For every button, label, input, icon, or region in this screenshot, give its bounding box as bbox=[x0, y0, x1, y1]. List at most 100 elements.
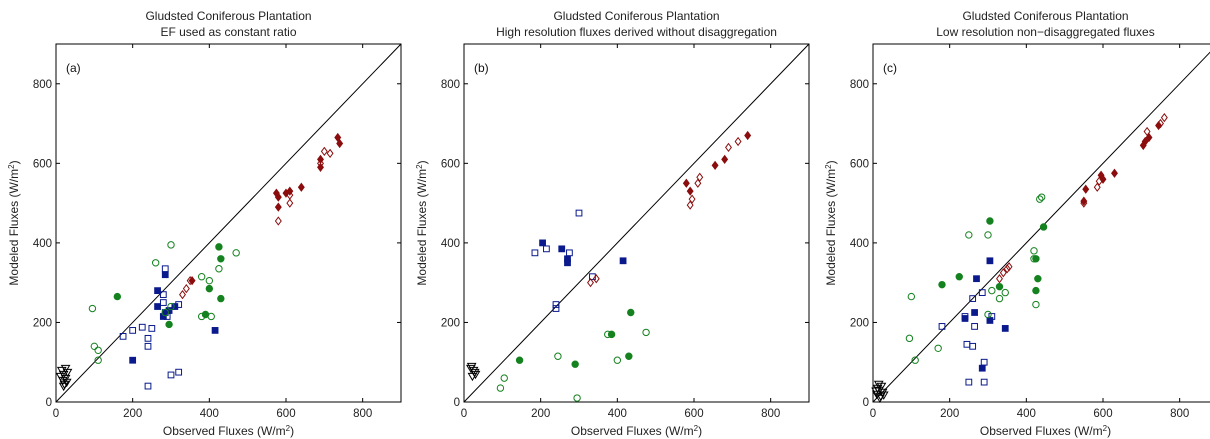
data-point-circle-filled-green bbox=[515, 356, 524, 364]
data-point-square-open-blue bbox=[971, 323, 978, 330]
x-tick-label: 0 bbox=[870, 408, 876, 420]
data-point-circle-filled-green bbox=[955, 273, 963, 281]
panel-title: Gludsted Coniferous Plantation bbox=[553, 9, 719, 23]
data-point-diamond-open-red bbox=[734, 136, 742, 147]
y-tick-label: 0 bbox=[46, 397, 52, 409]
data-point-diamond-open-red bbox=[1143, 126, 1151, 137]
plot-frame bbox=[872, 43, 1210, 403]
data-point-square-open-blue bbox=[575, 209, 583, 217]
data-point-diamond-open-red bbox=[1005, 262, 1013, 272]
data-point-diamond-open-red bbox=[686, 200, 694, 210]
y-tick-label: 200 bbox=[850, 317, 869, 329]
data-point-diamond-filled-red bbox=[686, 186, 694, 196]
data-point-square-filled-blue bbox=[961, 315, 969, 322]
data-point-diamond-open-red bbox=[694, 178, 702, 188]
y-tick-label: 800 bbox=[33, 79, 52, 91]
data-point-square-open-blue bbox=[980, 358, 988, 366]
data-point-square-open-blue bbox=[129, 327, 137, 334]
panel-a: Gludsted Coniferous Plantation EF used a… bbox=[7, 9, 402, 438]
data-point-triangle-open-black bbox=[58, 376, 68, 386]
data-point-square-filled-blue bbox=[978, 364, 986, 372]
data-point-diamond-open-red bbox=[1160, 112, 1168, 123]
panel-subtitle: Low resolution non−disaggregated fluxes bbox=[936, 25, 1154, 39]
data-point-triangle-open-black bbox=[469, 368, 480, 378]
data-point-diamond-filled-red bbox=[274, 192, 282, 202]
y-tick-label: 600 bbox=[850, 158, 869, 170]
data-point-diamond-filled-red bbox=[711, 160, 719, 170]
data-point-triangle-open-black bbox=[467, 372, 478, 382]
one-to-one-line bbox=[872, 51, 1210, 403]
data-point-triangle-open-black bbox=[61, 378, 72, 388]
x-tick-label: 600 bbox=[276, 408, 295, 420]
data-point-square-open-blue bbox=[167, 371, 175, 379]
data-point-circle-open-green bbox=[215, 265, 223, 273]
data-point-square-filled-blue bbox=[161, 271, 169, 279]
y-tick-label: 400 bbox=[441, 238, 460, 250]
data-point-circle-open-green bbox=[232, 249, 240, 257]
data-point-square-filled-blue bbox=[171, 303, 179, 310]
data-point-diamond-filled-red bbox=[1099, 174, 1107, 184]
data-point-square-filled-blue bbox=[986, 317, 994, 324]
data-point-circle-filled-green bbox=[938, 280, 946, 289]
panel-title: Gludsted Coniferous Plantation bbox=[962, 9, 1128, 23]
data-point-triangle-open-black bbox=[875, 394, 885, 404]
data-point-circle-filled-green bbox=[995, 282, 1004, 291]
data-point-circle-open-green bbox=[988, 286, 996, 295]
data-point-diamond-filled-red bbox=[297, 182, 305, 192]
data-point-triangle-open-black bbox=[871, 387, 881, 396]
data-point-circle-open-green bbox=[573, 394, 581, 402]
y-tick-label: 200 bbox=[441, 317, 460, 329]
data-point-diamond-filled-red bbox=[1111, 168, 1118, 178]
data-point-diamond-open-red bbox=[320, 146, 328, 157]
data-point-circle-filled-green bbox=[113, 292, 122, 301]
data-point-square-open-blue bbox=[144, 382, 152, 390]
data-point-triangle-open-black bbox=[55, 372, 66, 382]
panel-subtitle: High resolution fluxes derived without d… bbox=[496, 25, 777, 39]
y-tick-label: 200 bbox=[33, 317, 52, 329]
data-point-circle-open-green bbox=[934, 344, 942, 352]
y-tick-label: 600 bbox=[441, 158, 460, 170]
data-point-square-open-blue bbox=[543, 245, 550, 253]
data-point-diamond-open-red bbox=[592, 274, 600, 284]
data-point-circle-open-green bbox=[907, 292, 916, 301]
x-tick-label: 200 bbox=[123, 408, 142, 420]
data-point-square-open-blue bbox=[159, 299, 167, 306]
data-point-circle-open-green bbox=[995, 294, 1004, 303]
data-point-diamond-filled-red bbox=[274, 202, 282, 212]
data-point-diamond-filled-red bbox=[721, 154, 729, 164]
data-point-circle-open-green bbox=[151, 259, 160, 267]
data-point-square-open-blue bbox=[144, 334, 152, 342]
data-point-diamond-filled-red bbox=[1080, 196, 1088, 206]
data-point-square-filled-blue bbox=[129, 356, 137, 364]
data-point-square-open-blue bbox=[969, 342, 977, 350]
data-point-square-open-blue bbox=[978, 289, 986, 296]
data-point-diamond-open-red bbox=[996, 274, 1003, 284]
data-point-circle-filled-green bbox=[1039, 223, 1048, 231]
data-point-square-open-blue bbox=[161, 265, 169, 273]
y-tick-label: 400 bbox=[850, 238, 869, 250]
panel-letter: (a) bbox=[66, 61, 81, 75]
panel-b: Gludsted Coniferous Plantation High reso… bbox=[415, 9, 810, 438]
data-point-circle-filled-green bbox=[205, 284, 214, 293]
data-point-diamond-filled-red bbox=[188, 276, 196, 286]
data-point-diamond-filled-red bbox=[1145, 132, 1153, 143]
data-point-square-filled-blue bbox=[539, 239, 546, 247]
data-point-circle-filled-green bbox=[1034, 274, 1042, 283]
data-point-diamond-filled-red bbox=[317, 154, 324, 164]
data-point-square-filled-blue bbox=[619, 257, 627, 265]
data-point-circle-open-green bbox=[161, 308, 169, 317]
data-point-circle-open-green bbox=[965, 231, 973, 239]
x-tick-label: 400 bbox=[608, 408, 627, 420]
data-point-square-open-blue bbox=[144, 342, 152, 350]
one-to-one-line bbox=[463, 43, 810, 403]
data-point-square-open-blue bbox=[159, 291, 167, 298]
data-point-triangle-open-black bbox=[58, 382, 69, 392]
y-tick-label: 0 bbox=[863, 397, 869, 409]
data-point-circle-open-green bbox=[1030, 247, 1038, 255]
data-point-diamond-filled-red bbox=[317, 162, 324, 172]
data-point-circle-open-green bbox=[1032, 300, 1040, 309]
data-point-square-filled-blue bbox=[159, 313, 167, 320]
data-point-triangle-open-black bbox=[60, 364, 71, 374]
data-point-circle-open-green bbox=[554, 352, 562, 360]
x-tick-label: 600 bbox=[684, 408, 703, 420]
